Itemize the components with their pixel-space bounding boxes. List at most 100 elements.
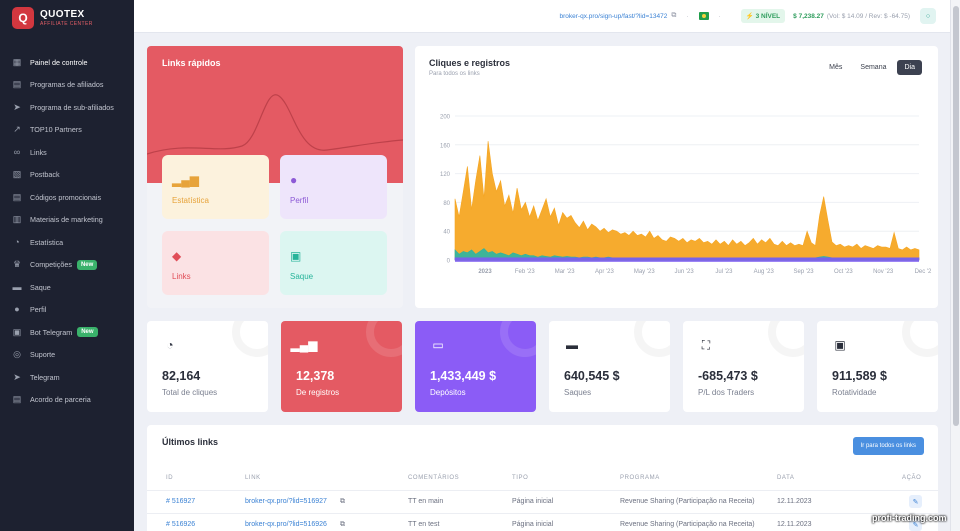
column-header-type[interactable]: TIPO xyxy=(512,475,529,481)
all-links-button[interactable]: Ir para todos os links xyxy=(852,437,924,455)
sidebar-item-label: Materiais de marketing xyxy=(30,215,103,225)
column-header-date[interactable]: DATA xyxy=(777,475,795,481)
exchange-icon: ⛶ xyxy=(701,337,711,352)
telegram-icon: ➤ xyxy=(13,371,21,382)
tile-label: Perfil xyxy=(290,196,309,205)
brand[interactable]: Q QUOTEX AFFILIATE CENTER xyxy=(0,0,134,36)
tile-profile[interactable]: ● Perfil xyxy=(280,155,387,219)
row-link[interactable]: broker-qx.pro/?lid=516927 xyxy=(245,498,327,505)
edit-icon[interactable]: ✎ xyxy=(909,518,922,531)
sidebar-item-label: Programa de sub-afiliados xyxy=(30,102,114,112)
separator: · xyxy=(686,12,689,20)
stat-label: Depósitos xyxy=(430,388,466,397)
column-header-program[interactable]: PROGRAMA xyxy=(620,475,660,481)
column-header-link[interactable]: LINK xyxy=(245,475,261,481)
headset-icon: ◎ xyxy=(13,349,21,360)
level-label: 3 NÍVEL xyxy=(755,13,781,20)
sidebar-item-label: Acordo de parceria xyxy=(30,395,91,405)
card-decoration xyxy=(232,321,268,357)
stat-label: Saques xyxy=(564,388,592,397)
clicks-chart: 0 40 80 120 160 200 2023 Feb '23 Mar '23 Apr '23 M… xyxy=(440,115,932,276)
copy-icon[interactable]: ⧉ xyxy=(671,12,677,19)
brand-name: QUOTEX xyxy=(40,8,85,20)
tile-label: Links xyxy=(172,272,191,281)
row-date: 12.11.2023 xyxy=(777,521,812,528)
folder-icon: ▤ xyxy=(12,79,22,90)
sidebar-item-14[interactable]: ➤ Telegram xyxy=(0,366,134,389)
y-tick-label: 200 xyxy=(440,115,451,121)
x-tick-label: Sep '23 xyxy=(793,269,814,275)
watermark: profi-trading.com xyxy=(872,513,947,523)
column-header-id[interactable]: ID xyxy=(166,475,174,481)
stat-traders-pl: ⛶ -685,473 $ P/L dos Traders xyxy=(683,321,804,412)
sidebar-item-label: Suporte xyxy=(30,350,56,360)
tab-month[interactable]: Mês xyxy=(829,64,843,71)
quick-links-card: Links rápidos ▂▄▆ Estatística ● Perfil ◆… xyxy=(147,46,403,308)
sidebar-item-5[interactable]: ▧ Postback xyxy=(0,164,134,187)
row-id[interactable]: # 516926 xyxy=(166,521,196,528)
sidebar-item-label: Links xyxy=(30,147,47,157)
stat-label: P/L dos Traders xyxy=(698,388,755,397)
stat-label: Total de cliques xyxy=(162,388,218,397)
sidebar-item-4[interactable]: ∞ Links xyxy=(0,141,134,164)
page-scrollbar[interactable] xyxy=(950,0,960,531)
sidebar-item-15[interactable]: ▤ Acordo de parceria xyxy=(0,389,134,412)
column-header-action: AÇÃO xyxy=(902,475,922,481)
balance[interactable]: $ 7,238.27 xyxy=(793,12,824,20)
sidebar-item-label: Bot Telegram xyxy=(30,327,73,337)
row-link[interactable]: broker-qx.pro/?lid=516926 xyxy=(245,521,327,528)
chart-title: Cliques e registros xyxy=(429,58,511,68)
bot-icon: ▣ xyxy=(12,326,22,337)
sidebar-item-2[interactable]: ➤ Programa de sub-afiliados xyxy=(0,96,134,119)
copy-icon[interactable]: ⧉ xyxy=(340,498,345,505)
x-tick-label: Aug '23 xyxy=(754,269,775,275)
user-icon: ● xyxy=(14,304,20,315)
tile-withdraw[interactable]: ▣ Saque xyxy=(280,231,387,295)
sidebar-item-7[interactable]: ▥ Materiais de marketing xyxy=(0,209,134,232)
tab-day[interactable]: Dia xyxy=(897,60,922,75)
bar-chart-icon: ▂▄▆ xyxy=(172,173,199,187)
sidebar-item-10[interactable]: ▬ Saque xyxy=(0,276,134,299)
topbar: broker-qx.pro/sign-up/fast/?lid=13472 ⧉ … xyxy=(134,0,950,33)
box-icon: ▧ xyxy=(12,169,22,180)
series-clicks xyxy=(454,141,920,261)
safe-icon: ▣ xyxy=(834,338,846,352)
sidebar-item-0[interactable]: ▦ Painel de controle xyxy=(0,51,134,74)
row-id[interactable]: # 516927 xyxy=(166,498,196,505)
trend-icon: ↗ xyxy=(13,124,21,135)
sidebar-item-6[interactable]: ▤ Códigos promocionais xyxy=(0,186,134,209)
x-tick-label: Jul '23 xyxy=(715,269,733,275)
stat-value: 640,545 $ xyxy=(564,369,620,383)
brazil-flag-icon[interactable] xyxy=(698,12,709,20)
sidebar-item-1[interactable]: ▤ Programas de afiliados xyxy=(0,74,134,97)
tile-links[interactable]: ◆ Links xyxy=(162,231,269,295)
balance-detail: (Vol: $ 14.09 / Rev: $ -64.75) xyxy=(826,12,910,20)
sidebar-item-11[interactable]: ● Perfil xyxy=(0,299,134,322)
level-badge[interactable]: ⚡ 3 NÍVEL xyxy=(740,9,786,23)
sidebar-item-12[interactable]: ▣ Bot Telegram New xyxy=(0,321,134,344)
marketing-icon: ▥ xyxy=(12,214,22,225)
tile-statistics[interactable]: ▂▄▆ Estatística xyxy=(162,155,269,219)
sidebar-item-8[interactable]: ◔ Estatística xyxy=(0,231,134,254)
bar-chart-icon: ▂▄▆ xyxy=(290,338,318,352)
pie-chart-icon: ◔ xyxy=(166,338,174,352)
column-header-comments[interactable]: COMENTÁRIOS xyxy=(408,475,460,481)
sidebar-item-label: TOP10 Partners xyxy=(30,125,82,135)
sidebar-item-13[interactable]: ◎ Suporte xyxy=(0,344,134,367)
stat-total-clicks: ◔ 82,164 Total de cliques xyxy=(147,321,268,412)
referral-link[interactable]: broker-qx.pro/sign-up/fast/?lid=13472 xyxy=(559,12,668,20)
stat-label: De registros xyxy=(296,388,340,397)
sidebar: Q QUOTEX AFFILIATE CENTER ▦ Painel de con… xyxy=(0,0,134,531)
chart-subtitle: Para todos os links xyxy=(429,71,480,77)
tab-week[interactable]: Semana xyxy=(860,64,887,71)
latest-links-title: Últimos links xyxy=(162,437,219,447)
copy-icon[interactable]: ⧉ xyxy=(340,521,345,528)
card-decoration xyxy=(634,321,670,357)
refresh-icon[interactable]: ○ xyxy=(920,8,936,24)
stat-value: 12,378 xyxy=(296,369,335,383)
sidebar-item-9[interactable]: ♛ Competições New xyxy=(0,254,134,277)
latest-links-card: Últimos links Ir para todos os links ID … xyxy=(147,425,938,531)
scroll-thumb[interactable] xyxy=(953,6,959,426)
edit-icon[interactable]: ✎ xyxy=(909,495,922,508)
sidebar-item-3[interactable]: ↗ TOP10 Partners xyxy=(0,119,134,142)
